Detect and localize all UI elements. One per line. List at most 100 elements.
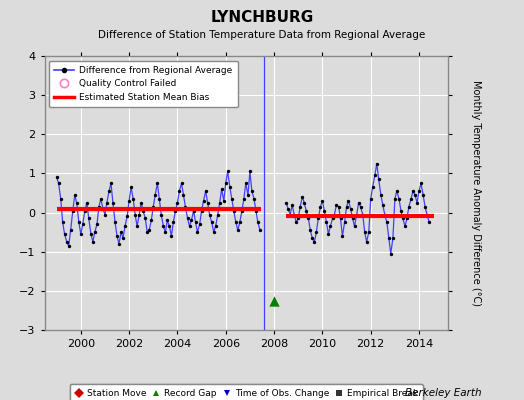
Point: [395, 196, 403, 202]
Point: [346, 206, 355, 212]
Point: [351, 223, 359, 230]
Point: [226, 184, 234, 190]
Point: [155, 196, 163, 202]
Point: [93, 221, 101, 228]
Point: [105, 188, 113, 194]
Point: [210, 229, 218, 235]
Point: [256, 227, 264, 233]
Point: [366, 196, 375, 202]
Point: [79, 221, 87, 228]
Point: [198, 208, 206, 214]
Point: [314, 215, 322, 222]
Point: [300, 200, 309, 206]
Point: [348, 215, 357, 222]
Point: [365, 229, 373, 235]
Point: [286, 211, 294, 218]
Point: [167, 233, 176, 239]
Point: [383, 219, 391, 226]
Point: [139, 208, 147, 214]
Point: [409, 188, 417, 194]
Point: [270, 298, 278, 304]
Legend: Station Move, Record Gap, Time of Obs. Change, Empirical Break: Station Move, Record Gap, Time of Obs. C…: [70, 384, 423, 400]
Point: [74, 219, 83, 226]
Point: [91, 229, 99, 235]
Point: [246, 168, 254, 175]
Point: [292, 219, 300, 226]
Point: [341, 219, 349, 226]
Point: [290, 211, 298, 218]
Point: [103, 200, 111, 206]
Point: [302, 208, 310, 214]
Point: [389, 235, 397, 241]
Point: [177, 180, 185, 186]
Point: [339, 233, 347, 239]
Point: [373, 160, 381, 167]
Point: [232, 219, 240, 226]
Text: Berkeley Earth: Berkeley Earth: [406, 388, 482, 398]
Point: [310, 239, 319, 245]
Point: [294, 215, 302, 222]
Point: [81, 208, 89, 214]
Point: [143, 229, 151, 235]
Point: [127, 184, 135, 190]
Point: [248, 188, 256, 194]
Point: [342, 204, 351, 210]
Point: [312, 229, 321, 235]
Point: [397, 208, 405, 214]
Point: [358, 211, 367, 218]
Point: [250, 196, 258, 202]
Point: [417, 180, 425, 186]
Point: [230, 208, 238, 214]
Point: [169, 219, 178, 226]
Point: [419, 192, 428, 198]
Point: [227, 196, 236, 202]
Point: [320, 208, 329, 214]
Point: [353, 211, 361, 218]
Point: [101, 211, 109, 218]
Point: [67, 227, 75, 233]
Point: [211, 223, 220, 230]
Point: [385, 235, 393, 241]
Point: [131, 211, 139, 218]
Point: [298, 194, 307, 200]
Point: [316, 204, 325, 210]
Point: [141, 215, 149, 222]
Point: [304, 215, 312, 222]
Point: [72, 200, 81, 206]
Point: [107, 180, 115, 186]
Point: [57, 196, 65, 202]
Point: [379, 202, 387, 208]
Point: [222, 180, 230, 186]
Point: [391, 196, 399, 202]
Point: [326, 223, 334, 230]
Point: [380, 211, 389, 218]
Point: [175, 188, 183, 194]
Point: [284, 206, 292, 212]
Point: [121, 223, 129, 230]
Point: [89, 239, 97, 245]
Point: [413, 200, 421, 206]
Point: [244, 192, 252, 198]
Point: [159, 223, 168, 230]
Point: [368, 184, 377, 190]
Point: [405, 204, 413, 210]
Point: [238, 208, 246, 214]
Point: [223, 168, 232, 175]
Point: [254, 219, 262, 226]
Point: [208, 219, 216, 226]
Point: [149, 204, 157, 210]
Point: [423, 211, 431, 218]
Point: [181, 204, 190, 210]
Point: [195, 221, 204, 228]
Point: [392, 188, 401, 194]
Point: [96, 196, 105, 202]
Point: [375, 176, 383, 182]
Point: [173, 200, 182, 206]
Point: [137, 200, 145, 206]
Point: [377, 192, 385, 198]
Point: [187, 217, 195, 224]
Point: [336, 215, 345, 222]
Point: [151, 192, 159, 198]
Point: [117, 229, 125, 235]
Point: [356, 204, 365, 210]
